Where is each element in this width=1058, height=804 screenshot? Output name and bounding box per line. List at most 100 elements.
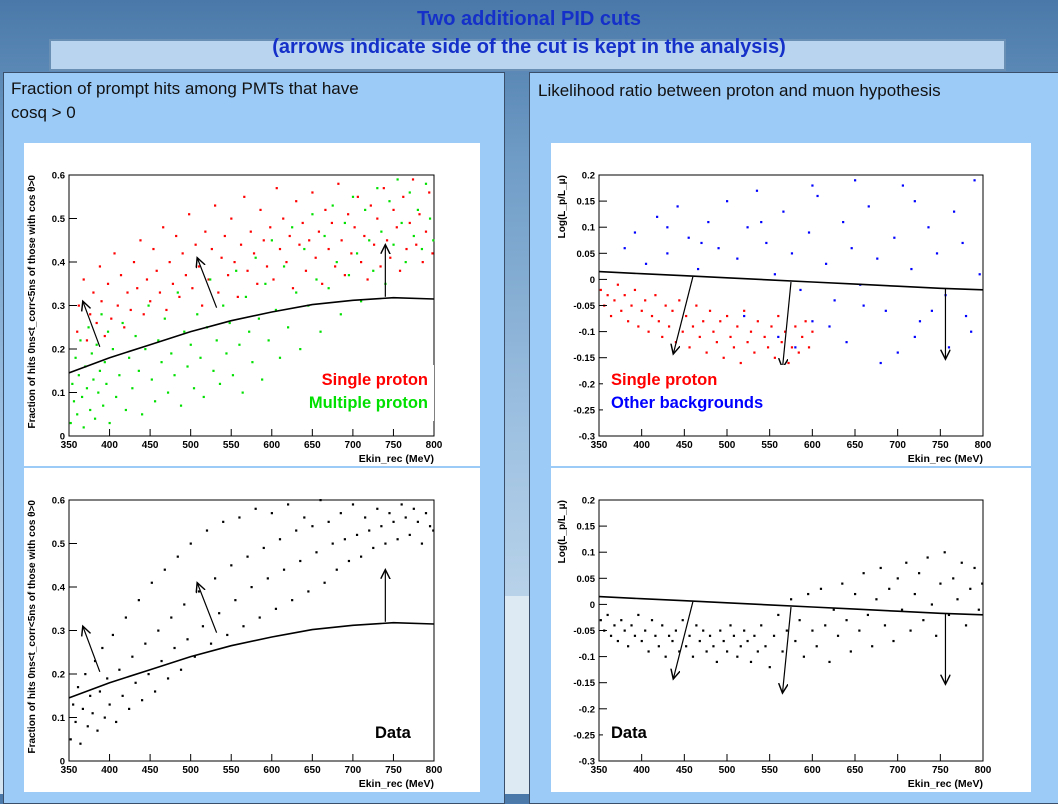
data-point (71, 382, 74, 385)
y-tick-label: 0.05 (577, 249, 596, 260)
data-point (209, 642, 213, 645)
data-point (236, 295, 239, 298)
data-point (201, 625, 205, 628)
data-point (667, 634, 671, 637)
x-tick-label: 800 (426, 440, 443, 451)
data-point (299, 348, 302, 351)
data-point (181, 252, 184, 255)
data-point (126, 291, 129, 294)
data-point (256, 282, 259, 285)
data-point (922, 619, 925, 622)
data-point (347, 559, 351, 563)
data-point (685, 645, 688, 648)
data-point (87, 326, 90, 329)
data-point (76, 413, 79, 416)
slide-title-line2: (arrows indicate side of the cut is kept… (272, 36, 786, 58)
y-tick-label: -0.1 (579, 327, 596, 338)
data-point (432, 239, 435, 242)
data-point (719, 629, 722, 632)
data-point (681, 330, 684, 333)
data-point (85, 339, 89, 342)
data-point (832, 608, 835, 611)
data-point (736, 325, 739, 328)
data-point (274, 607, 278, 610)
data-point (176, 291, 179, 294)
legend-box (367, 718, 427, 746)
data-point (186, 638, 189, 641)
data-point (961, 241, 964, 245)
data-point (647, 650, 650, 653)
data-point (376, 507, 379, 510)
data-point (952, 210, 956, 213)
data-point (226, 274, 230, 277)
data-point (128, 707, 131, 710)
data-point (103, 361, 106, 364)
data-point (664, 655, 667, 658)
data-point (408, 221, 411, 225)
data-point (688, 346, 691, 349)
x-tick-label: 750 (385, 440, 402, 451)
data-point (712, 330, 715, 333)
data-point (900, 608, 904, 611)
data-point (129, 308, 132, 312)
x-tick-label: 550 (761, 765, 778, 776)
data-point (681, 619, 684, 622)
data-point (287, 326, 290, 329)
data-point (278, 538, 282, 541)
data-point (163, 317, 166, 320)
data-point (116, 304, 119, 307)
x-tick-label: 700 (345, 440, 362, 451)
data-point (128, 356, 131, 359)
data-point (69, 421, 72, 425)
data-point (188, 213, 191, 216)
data-point (969, 587, 972, 590)
data-point (695, 624, 698, 627)
data-point (259, 208, 262, 211)
data-point (214, 204, 217, 207)
data-point (708, 309, 712, 312)
data-point (90, 352, 93, 355)
cut-arrow (83, 301, 101, 348)
data-point (620, 619, 623, 622)
data-point (678, 299, 681, 302)
data-point (111, 633, 114, 637)
y-axis-label: Fraction of hits 0ns<t_corr<5ns of those… (27, 500, 38, 754)
data-point (664, 304, 667, 307)
legend-box (603, 718, 665, 746)
data-point (691, 325, 695, 328)
cut-arrow (83, 626, 101, 673)
data-point (633, 288, 637, 292)
data-point (698, 639, 701, 643)
data-point (298, 243, 301, 246)
data-point (657, 645, 660, 648)
cut-curve (598, 595, 984, 616)
data-point (86, 725, 89, 728)
likelihood-data-plot: 350 400 450 500 550 600 650 700 750 800 -0.3 -0.25 -… (551, 468, 1031, 792)
data-point (787, 361, 790, 365)
plot-frame (68, 499, 435, 762)
data-point (110, 317, 113, 320)
data-point (702, 320, 705, 323)
data-point (623, 629, 626, 632)
data-point (879, 361, 882, 365)
data-point (405, 247, 408, 251)
data-point (274, 308, 278, 312)
data-point (113, 252, 116, 255)
data-point (695, 304, 698, 307)
data-point (327, 287, 330, 290)
data-point (152, 247, 155, 251)
data-point (978, 273, 981, 276)
data-point (753, 634, 756, 637)
data-point (74, 356, 77, 359)
data-point (165, 308, 168, 312)
x-tick-label: 650 (847, 440, 864, 451)
title-bar (49, 39, 1006, 71)
data-point (98, 265, 102, 268)
data-point (726, 200, 729, 203)
y-axis-label: Log(L_p/L_μ) (557, 500, 568, 563)
data-point (935, 252, 939, 255)
data-point (303, 247, 306, 251)
data-point (811, 330, 814, 333)
data-point (833, 299, 836, 302)
data-point (171, 282, 175, 285)
